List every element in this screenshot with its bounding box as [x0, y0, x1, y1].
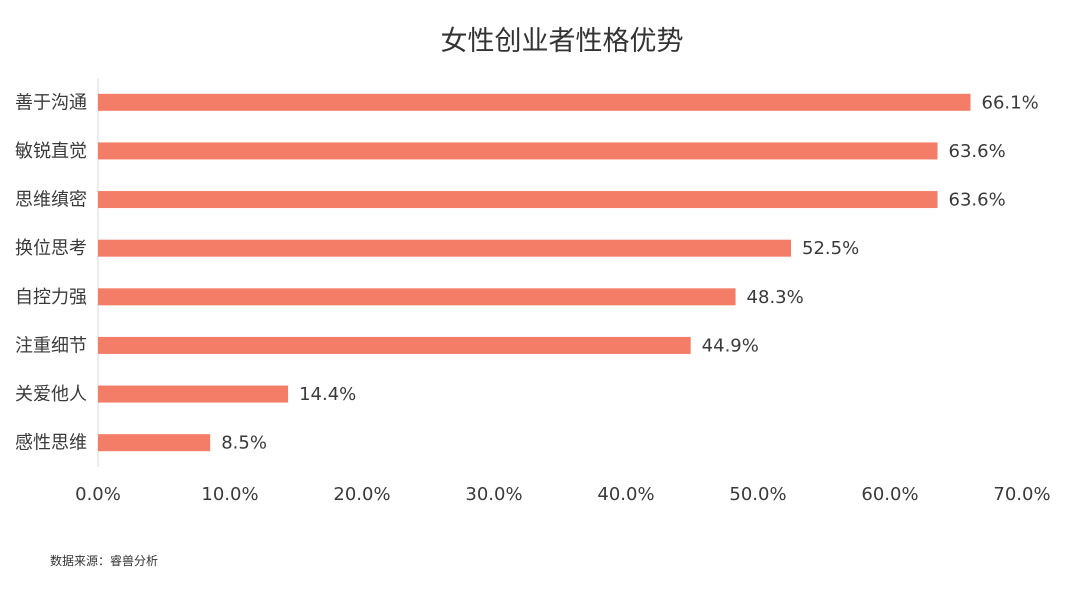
- category-label: 敏锐直觉: [15, 141, 87, 162]
- source-note: 数据来源：睿兽分析: [50, 553, 158, 568]
- x-tick-label: 0.0%: [75, 484, 121, 505]
- category-label: 思维缜密: [15, 190, 87, 211]
- data-label: 48.3%: [747, 287, 804, 308]
- x-tick-label: 30.0%: [465, 484, 522, 505]
- x-tick-label: 10.0%: [201, 484, 258, 505]
- data-label: 63.6%: [949, 141, 1006, 162]
- bar: [98, 288, 736, 306]
- bar-layer: 善于沟通 66.1% 敏锐直觉 63.6% 思维缜密 63.6% 换位思考 52.5% 自控力强…: [15, 92, 1039, 453]
- data-label: 52.5%: [802, 238, 859, 259]
- x-tick-label: 60.0%: [861, 484, 918, 505]
- category-label: 注重细节: [15, 335, 87, 356]
- bar: [98, 142, 938, 160]
- data-label: 63.6%: [949, 190, 1006, 211]
- data-label: 14.4%: [299, 384, 356, 405]
- bar: [98, 93, 971, 111]
- x-tick-label: 50.0%: [729, 484, 786, 505]
- data-label: 66.1%: [982, 92, 1039, 113]
- category-label: 感性思维: [15, 433, 87, 454]
- chart-title: 女性创业者性格优势: [441, 26, 684, 57]
- category-label: 换位思考: [15, 238, 87, 259]
- data-label: 8.5%: [221, 433, 267, 454]
- x-tick-label: 40.0%: [597, 484, 654, 505]
- data-label: 44.9%: [702, 335, 759, 356]
- category-label: 自控力强: [15, 287, 87, 308]
- category-label: 善于沟通: [15, 92, 87, 113]
- bar: [98, 191, 938, 209]
- x-tick-label: 70.0%: [993, 484, 1050, 505]
- bar: [98, 385, 289, 403]
- bar: [98, 336, 691, 354]
- bar: [98, 434, 211, 452]
- x-axis-ticks: 0.0% 10.0% 20.0% 30.0% 40.0% 50.0% 60.0% 70.0%: [75, 484, 1050, 505]
- category-label: 关爱他人: [15, 384, 87, 405]
- x-tick-label: 20.0%: [333, 484, 390, 505]
- bar: [98, 239, 791, 257]
